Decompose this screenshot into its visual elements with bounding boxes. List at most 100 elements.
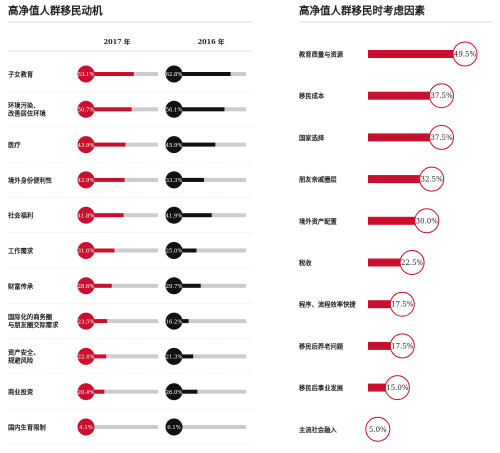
factor-value-circle xyxy=(365,416,391,442)
right-chart-title: 高净值人群移民时考虑因素 xyxy=(299,4,425,17)
factor-value-label: 22.5% xyxy=(401,259,424,267)
row-label: 境外身份便利性 xyxy=(8,175,53,184)
value-dot-2017 xyxy=(77,65,95,83)
factor-row: 教育质量与资源 49.5% xyxy=(299,41,478,67)
value-label-2016: 33.3% xyxy=(166,178,183,184)
motivation-row: 财富传承 28.6% 29.7% xyxy=(7,277,252,304)
value-dot-2017 xyxy=(77,347,95,365)
factor-row: 移民后养老问题 17.5% xyxy=(299,333,415,359)
row-label: 工作需求 xyxy=(8,246,34,255)
bar-2016 xyxy=(174,389,198,394)
value-dot-2017 xyxy=(77,136,95,154)
value-label-2017: 43.9% xyxy=(78,143,95,149)
row-label: 社会福利 xyxy=(7,211,33,220)
factor-value-circle xyxy=(419,166,445,192)
value-label-2017: 42.9% xyxy=(78,178,95,184)
value-dot-2017 xyxy=(77,100,95,118)
row-label: 子女教育 xyxy=(8,70,34,79)
factor-value-label: 37.5% xyxy=(430,134,453,142)
factor-label: 主流社会融入 xyxy=(299,425,337,434)
track-2017 xyxy=(86,354,158,359)
factor-value-circle xyxy=(452,41,478,67)
row-label: 国内生育限制 xyxy=(8,423,46,432)
factor-value-circle xyxy=(384,375,410,401)
motivation-row: 国内生育限制 4.1% 6.1% xyxy=(8,418,252,445)
bar-2016 xyxy=(174,283,201,288)
factor-bar xyxy=(368,383,398,392)
row-label-line: 医疗 xyxy=(8,140,21,149)
row-label-line: 财富传承 xyxy=(7,281,34,290)
row-label-line: 社会福利 xyxy=(7,211,33,220)
value-label-2016: 41.9% xyxy=(166,213,183,219)
motivation-row: 资产安全、规避风险 22.4% 21.3% xyxy=(8,347,252,375)
value-label-2017: 22.4% xyxy=(78,355,95,361)
factor-value-circle xyxy=(399,250,425,275)
value-dot-2017 xyxy=(77,206,95,224)
value-dot-2016 xyxy=(165,136,183,154)
bar-2016 xyxy=(174,354,194,359)
row-label-line: 子女教育 xyxy=(8,70,34,79)
factor-value-label: 32.5% xyxy=(421,176,444,184)
legend-2016: 2016 年 xyxy=(198,37,225,46)
value-dot-2017 xyxy=(77,242,95,259)
motivation-row: 工作需求 31.6% 25.0% xyxy=(8,242,252,269)
factor-value-circle xyxy=(428,83,454,109)
value-dot-2017 xyxy=(77,418,95,436)
motivation-row: 境外身份便利性 42.9% 33.3% xyxy=(8,171,252,198)
value-dot-2016 xyxy=(165,242,183,259)
track-2017 xyxy=(86,389,158,394)
value-dot-2016 xyxy=(165,383,183,401)
value-dot-2016 xyxy=(165,171,183,189)
value-label-2016: 16.2% xyxy=(166,319,183,325)
factor-value-label: 17.5% xyxy=(391,301,414,309)
factor-value-label: 30.0% xyxy=(416,217,439,225)
factor-bar xyxy=(368,216,427,225)
value-label-2016: 25.0% xyxy=(166,249,183,255)
factor-row: 移民后事业发展 15.0% xyxy=(299,375,410,401)
factor-row: 朋友亲戚圈层 32.5% xyxy=(299,166,445,192)
motivation-row: 社会福利 41.8% 41.9% xyxy=(7,206,252,233)
value-dot-2017 xyxy=(77,312,95,330)
factor-label: 境外资产配置 xyxy=(299,216,337,225)
factor-row: 税收 22.5% xyxy=(299,250,425,275)
value-label-2017: 50.7% xyxy=(78,108,95,114)
track-2016 xyxy=(174,248,246,253)
bar-2017 xyxy=(86,107,132,112)
factor-value-circle xyxy=(389,333,415,359)
value-dot-2016 xyxy=(165,206,183,224)
motivation-row: 子女教育 53.1% 62.8% xyxy=(8,65,252,92)
motivation-row: 国际化的商务圈与朋友圈交际需求 23.5% 16.2% xyxy=(8,312,252,339)
factor-label: 移民后养老问题 xyxy=(299,341,344,350)
row-label: 国际化的商务圈与朋友圈交际需求 xyxy=(8,312,59,329)
bar-2016 xyxy=(174,213,212,218)
row-label-line: 环境污染、 xyxy=(8,100,39,109)
factor-value-label: 49.5% xyxy=(454,51,477,59)
factor-bar xyxy=(368,91,442,100)
row-label-line: 境外身份便利性 xyxy=(8,175,53,184)
value-dot-2017 xyxy=(77,277,95,295)
factor-bar xyxy=(368,300,403,309)
factor-row: 移民成本 37.5% xyxy=(299,83,454,109)
factor-value-label: 17.5% xyxy=(391,342,414,350)
track-2016 xyxy=(174,283,246,288)
value-dot-2017 xyxy=(77,383,95,401)
bar-2016 xyxy=(174,177,204,182)
row-label: 医疗 xyxy=(8,140,21,149)
bar-2017 xyxy=(86,283,112,288)
row-label-line: 国内生育限制 xyxy=(8,423,46,432)
factor-value-label: 5.0% xyxy=(369,426,387,434)
value-dot-2016 xyxy=(165,347,183,365)
factor-bar xyxy=(368,258,413,267)
row-label-line: 资产安全、 xyxy=(8,347,39,356)
track-2016 xyxy=(174,354,246,359)
row-label-line: 改善居住环境 xyxy=(8,108,46,117)
value-dot-2016 xyxy=(165,277,183,295)
bar-2016 xyxy=(174,142,216,147)
factor-value-label: 37.5% xyxy=(430,92,453,100)
bar-2017 xyxy=(86,177,125,182)
factor-label: 移民成本 xyxy=(299,91,325,100)
row-label-line: 商业投资 xyxy=(8,387,34,396)
factor-label: 程序、流程效率快捷 xyxy=(299,300,356,309)
value-dot-2017 xyxy=(77,171,95,189)
